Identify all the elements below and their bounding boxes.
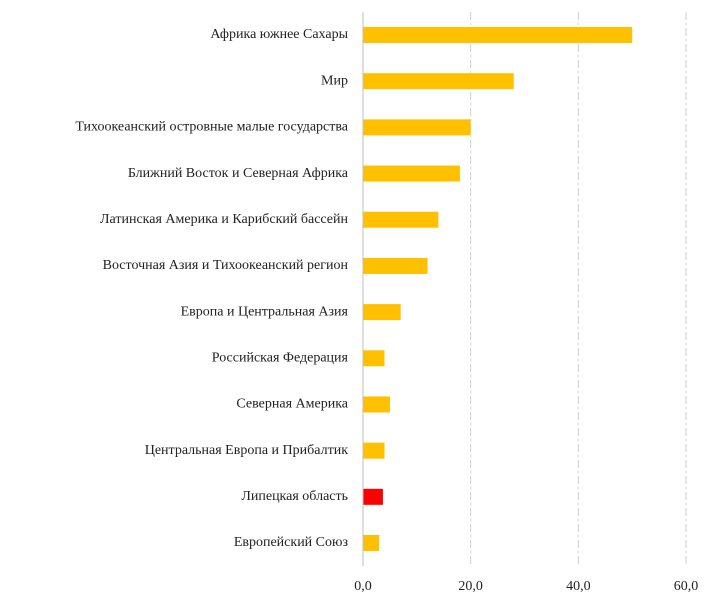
y-tick-label: Европа и Центральная Азия (181, 304, 349, 319)
y-tick-label: Ближний Восток и Северная Африка (128, 166, 349, 181)
y-tick-label: Мир (321, 73, 348, 88)
bar (363, 442, 385, 459)
y-tick-label: Северная Америка (236, 397, 348, 412)
x-tick-label: 0,0 (354, 579, 372, 594)
bar (363, 488, 383, 505)
bar (363, 73, 514, 90)
bar (363, 396, 390, 413)
x-tick-label: 40,0 (566, 579, 591, 594)
y-tick-label: Тихоокеанский островные малые государств… (75, 120, 348, 135)
bar (363, 304, 401, 321)
y-tick-label: Центральная Европа и Прибалтик (145, 443, 348, 458)
bar (363, 165, 460, 182)
bar (363, 350, 385, 367)
y-tick-label: Африка южнее Сахары (210, 27, 348, 42)
bar (363, 535, 380, 551)
y-tick-label: Российская Федерация (212, 350, 349, 365)
bar (363, 257, 428, 274)
x-tick-label: 60,0 (674, 579, 699, 594)
bar (363, 119, 471, 136)
x-tick-label: 20,0 (458, 579, 483, 594)
y-tick-label: Липецкая область (241, 489, 348, 504)
bar (363, 211, 439, 228)
y-tick-label: Латинская Америка и Карибский бассейн (100, 212, 349, 227)
y-tick-label: Восточная Азия и Тихоокеанский регион (103, 258, 349, 273)
y-tick-label: Европейский Союз (234, 535, 349, 550)
bar (363, 27, 633, 43)
